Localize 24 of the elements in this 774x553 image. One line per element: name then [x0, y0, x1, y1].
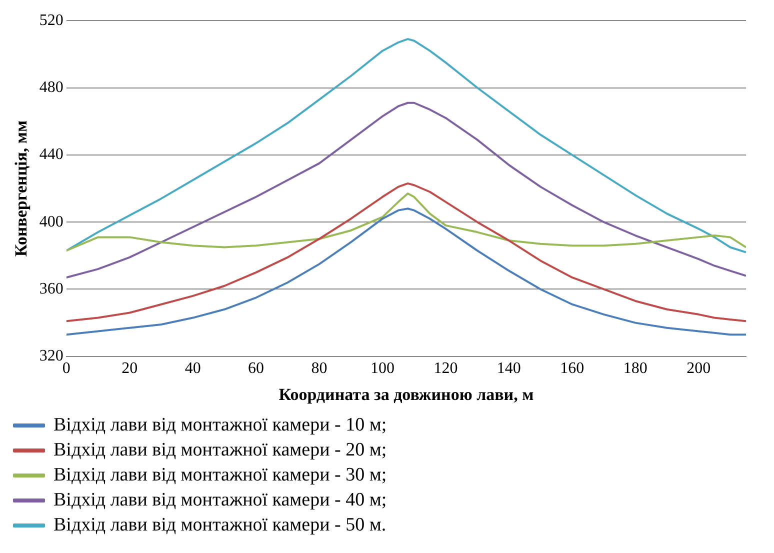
x-axis-title: Координата за довжиною лави, м: [278, 385, 534, 404]
x-tick-label: 0: [62, 360, 70, 378]
x-tick-label: 40: [184, 360, 201, 378]
y-tick-label: 520: [39, 12, 64, 29]
x-tick-label: 140: [496, 360, 521, 378]
y-axis-title: Конвергенція, мм: [12, 120, 31, 257]
x-tick-label: 120: [434, 360, 458, 378]
x-tick-label: 80: [311, 360, 328, 378]
y-tick-label: 480: [39, 78, 64, 96]
x-tick-label: 160: [560, 360, 584, 378]
legend-label: Відхід лави від монтажної камери - 40 м;: [54, 489, 387, 510]
x-tick-label: 20: [122, 360, 138, 378]
y-tick-label: 320: [39, 348, 64, 365]
legend-label: Відхід лави від монтажної камери - 10 м;: [54, 414, 387, 436]
legend-label: Відхід лави від монтажної камери - 20 м;: [54, 439, 387, 460]
y-tick-label: 360: [39, 280, 64, 298]
y-tick-label: 400: [39, 213, 64, 230]
x-tick-label: 100: [370, 360, 394, 378]
x-tick-label: 180: [623, 360, 648, 378]
legend-label: Відхід лави від монтажної камери - 50 м.: [54, 514, 386, 536]
x-tick-label: 60: [248, 360, 264, 378]
y-tick-label: 440: [39, 146, 64, 164]
legend-label: Відхід лави від монтажної камери - 30 м;: [54, 464, 387, 486]
x-tick-label: 200: [686, 360, 711, 378]
